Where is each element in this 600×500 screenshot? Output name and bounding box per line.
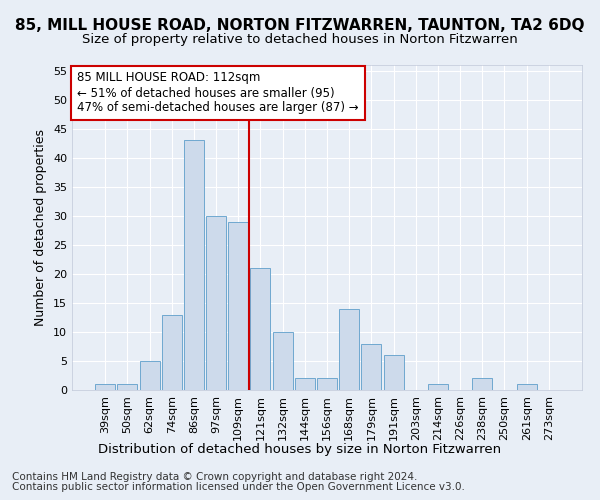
Bar xyxy=(361,344,382,390)
Bar xyxy=(339,309,359,390)
Text: Distribution of detached houses by size in Norton Fitzwarren: Distribution of detached houses by size … xyxy=(98,442,502,456)
Text: 85 MILL HOUSE ROAD: 112sqm
← 51% of detached houses are smaller (95)
47% of semi: 85 MILL HOUSE ROAD: 112sqm ← 51% of deta… xyxy=(77,72,359,114)
Bar xyxy=(162,314,182,390)
Bar xyxy=(428,384,448,390)
Y-axis label: Number of detached properties: Number of detached properties xyxy=(34,129,47,326)
Bar xyxy=(206,216,226,390)
Bar xyxy=(184,140,204,390)
Bar xyxy=(118,384,137,390)
Text: Size of property relative to detached houses in Norton Fitzwarren: Size of property relative to detached ho… xyxy=(82,32,518,46)
Bar xyxy=(95,384,115,390)
Bar xyxy=(250,268,271,390)
Bar xyxy=(383,355,404,390)
Bar xyxy=(517,384,536,390)
Bar xyxy=(317,378,337,390)
Text: Contains public sector information licensed under the Open Government Licence v3: Contains public sector information licen… xyxy=(12,482,465,492)
Bar xyxy=(272,332,293,390)
Text: 85, MILL HOUSE ROAD, NORTON FITZWARREN, TAUNTON, TA2 6DQ: 85, MILL HOUSE ROAD, NORTON FITZWARREN, … xyxy=(15,18,585,32)
Bar xyxy=(472,378,492,390)
Bar xyxy=(295,378,315,390)
Bar xyxy=(140,361,160,390)
Text: Contains HM Land Registry data © Crown copyright and database right 2024.: Contains HM Land Registry data © Crown c… xyxy=(12,472,418,482)
Bar xyxy=(228,222,248,390)
